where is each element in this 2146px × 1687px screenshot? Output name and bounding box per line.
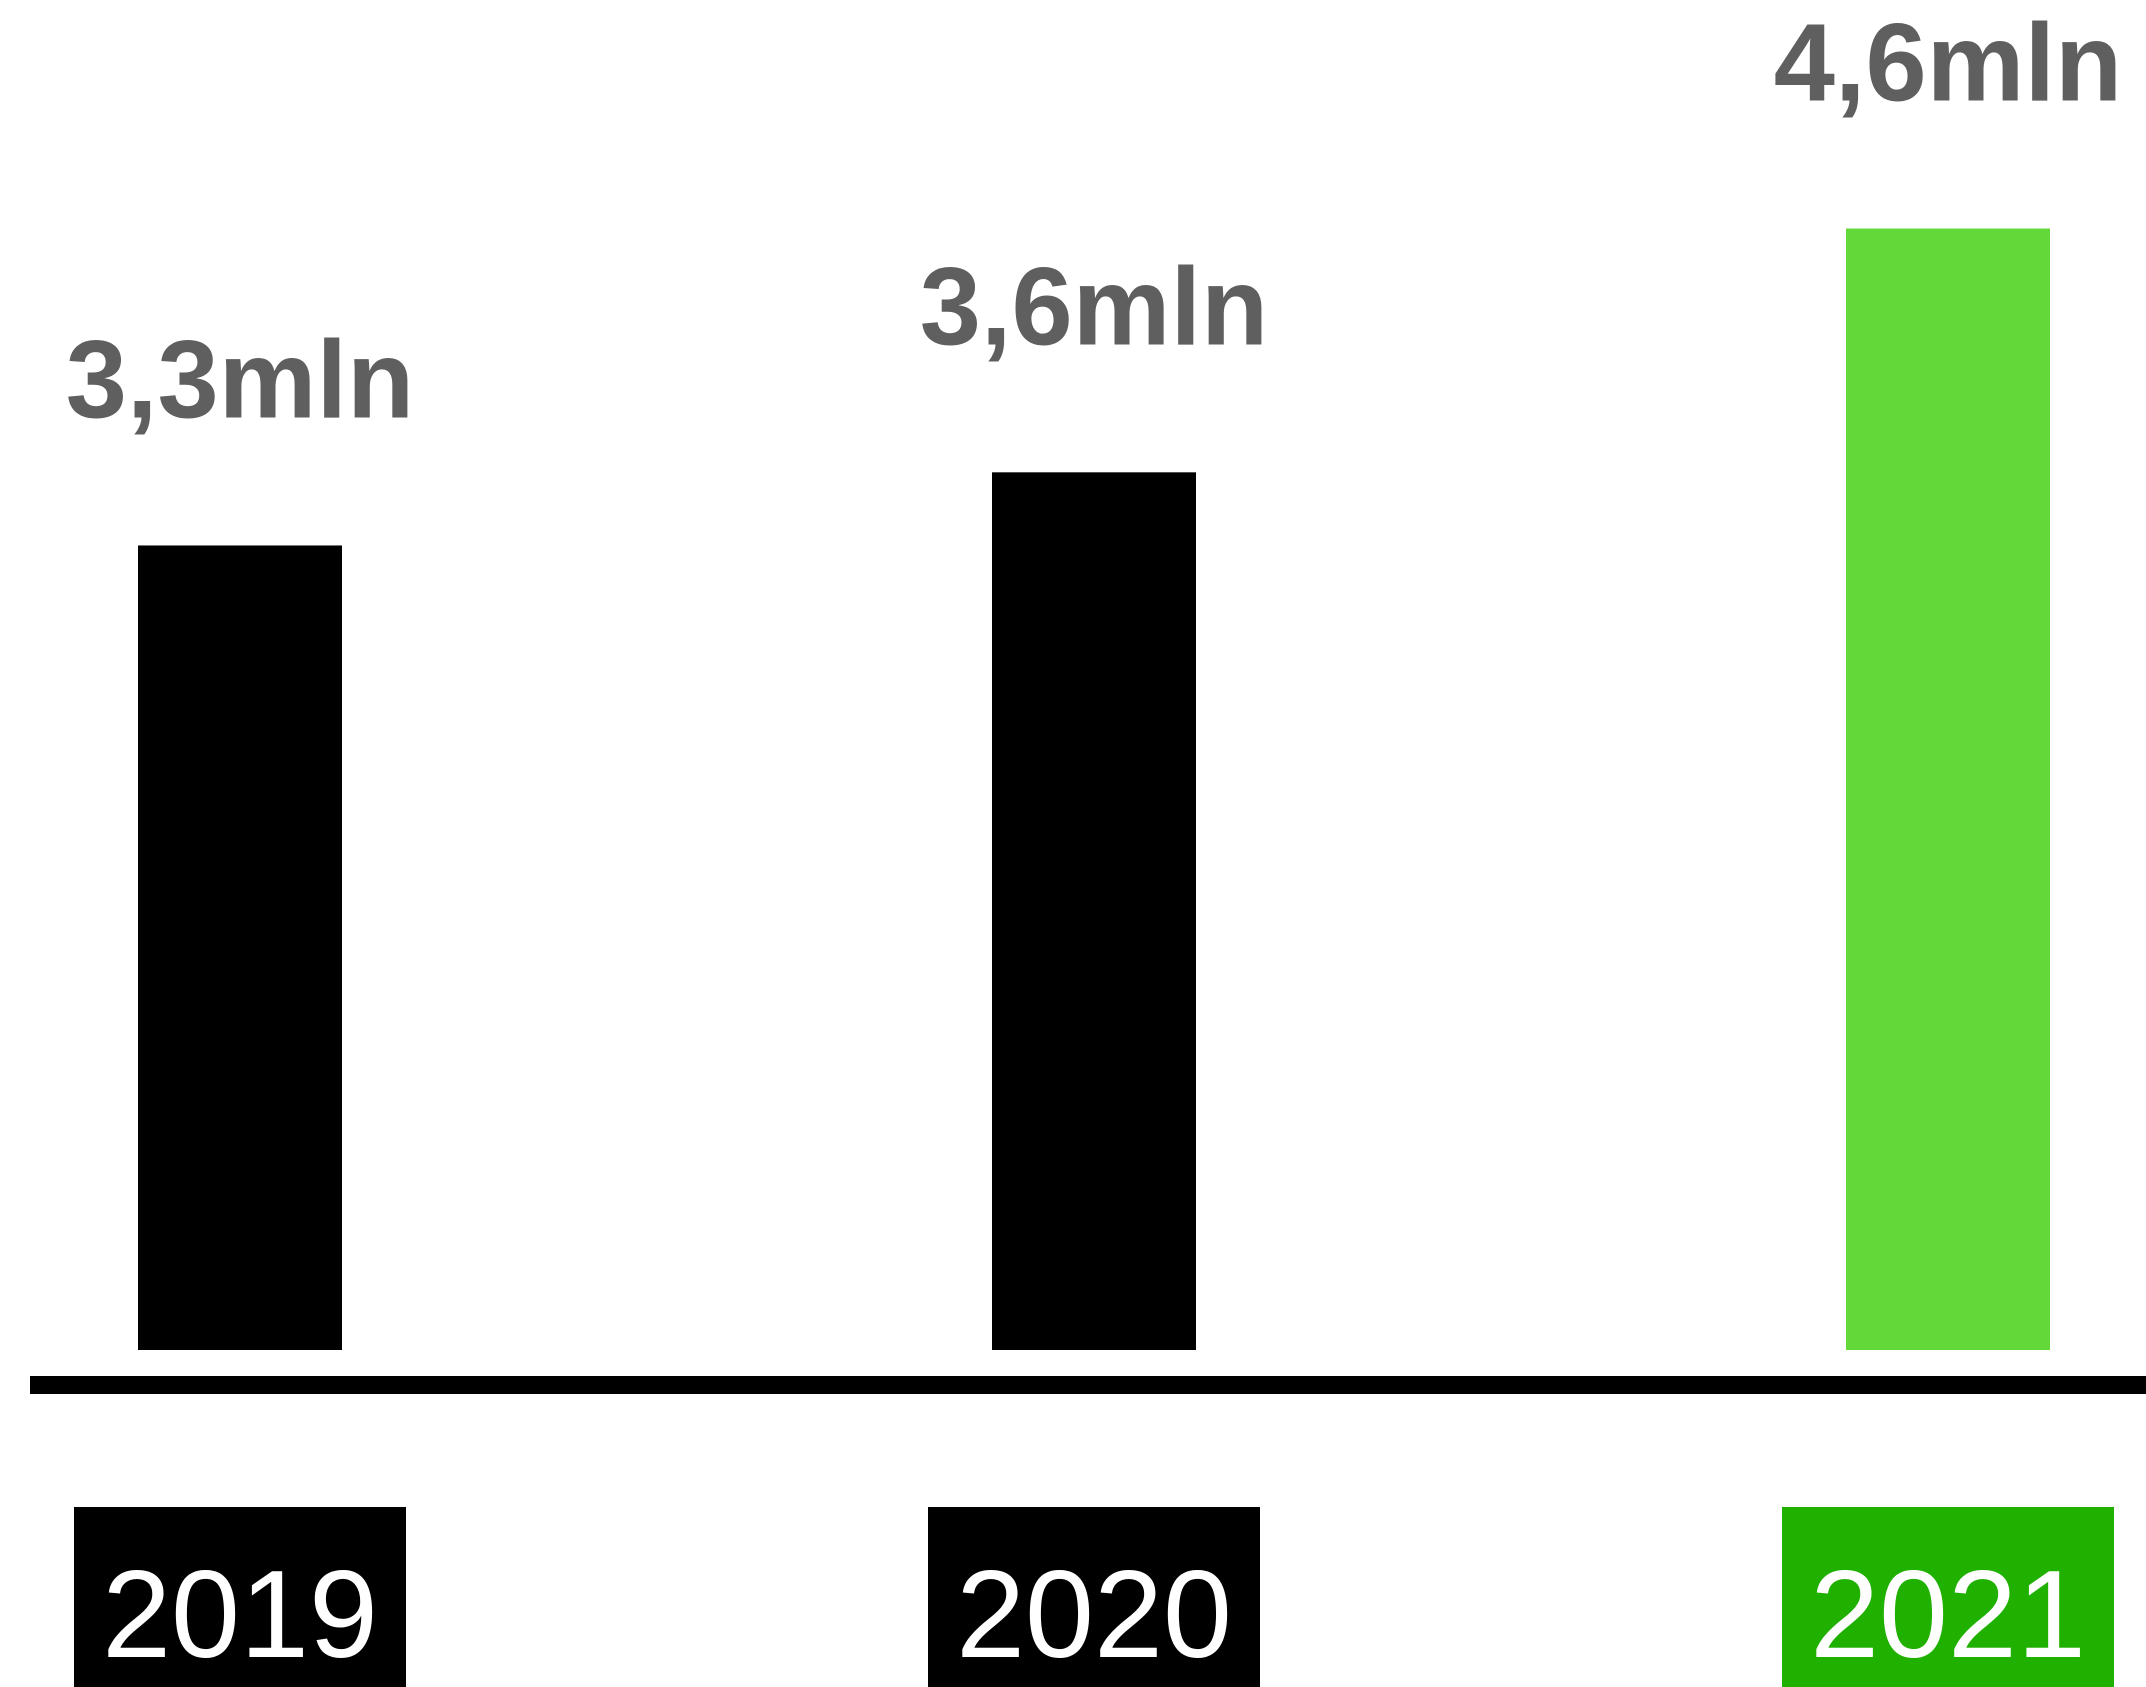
category-box-2019	[74, 1507, 406, 1687]
bar-2020	[992, 472, 1196, 1350]
value-label-2019: 3,3mln	[66, 318, 414, 441]
category-box-2021	[1782, 1507, 2114, 1687]
value-label-2020: 3,6mln	[920, 245, 1268, 368]
value-labels-group: 3,3mln 3,6mln 4,6mln	[66, 2, 2122, 442]
category-box-2020	[928, 1507, 1260, 1687]
category-label-2019: 2019	[102, 1546, 378, 1684]
bars-group	[138, 228, 2050, 1350]
category-labels-group: 2019 2020 2021	[74, 1507, 2114, 1687]
value-label-2021: 4,6mln	[1774, 2, 2122, 125]
category-label-2021: 2021	[1810, 1546, 2086, 1684]
bar-2019	[138, 545, 342, 1350]
bar-2021	[1846, 228, 2050, 1350]
category-label-2020: 2020	[956, 1546, 1232, 1684]
